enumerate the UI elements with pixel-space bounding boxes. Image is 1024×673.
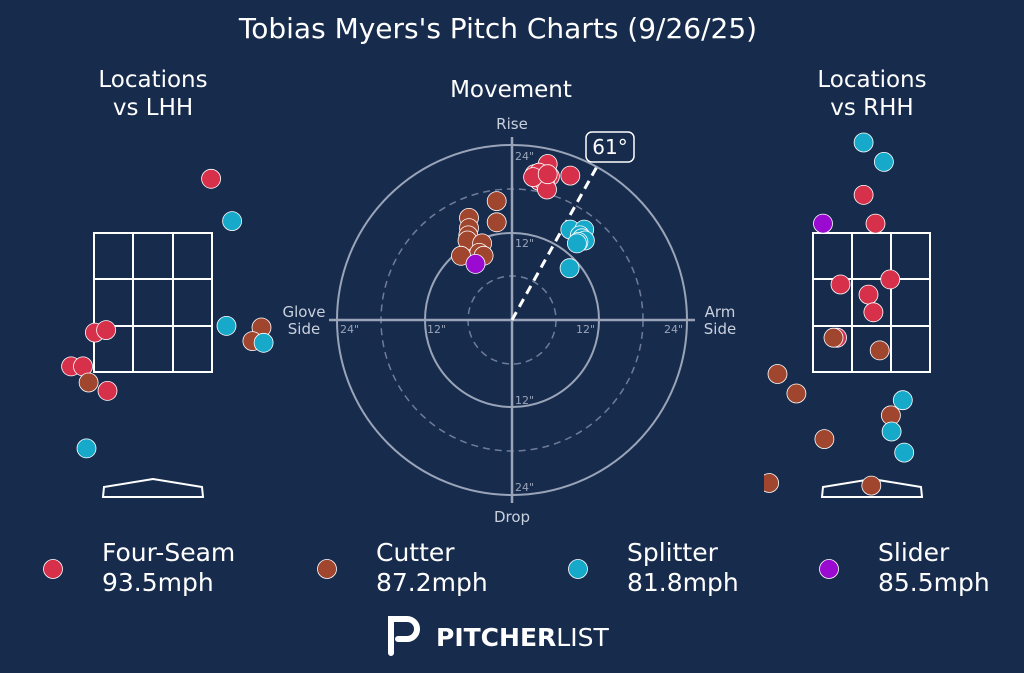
lhh-location-points xyxy=(61,168,274,459)
movement-point-splitter xyxy=(559,258,580,279)
legend-name-four-seam: Four-Seam xyxy=(102,538,235,567)
legend-velo-cutter: 87.2mph xyxy=(376,568,488,597)
legend-name-cutter: Cutter xyxy=(376,538,455,567)
movement-point-splitter xyxy=(567,233,587,254)
lhh-strike-zone xyxy=(93,232,213,373)
movement-axis-right-label-line2: Side xyxy=(704,320,736,338)
movement-grid xyxy=(329,137,695,503)
movement-panel-title: Movement xyxy=(450,77,572,103)
rhh-location-point-cutter xyxy=(814,429,835,450)
movement-tick-24-right: 24" xyxy=(664,323,683,336)
rhh-panel-title-line1: Locations xyxy=(817,67,926,93)
movement-point-cutter xyxy=(486,191,507,212)
rhh-location-points xyxy=(764,132,915,496)
movement-tick-12-top: 12" xyxy=(515,237,534,250)
rhh-location-point-four-seam xyxy=(830,274,851,295)
legend: Four-Seam 93.5mph Cutter 87.2mph Splitte… xyxy=(43,538,990,597)
rhh-location-point-four-seam xyxy=(863,302,884,323)
movement-tick-24-top: 24" xyxy=(515,150,534,163)
lhh-location-point-four-seam xyxy=(96,320,116,341)
rhh-location-point-cutter xyxy=(767,364,788,384)
lhh-panel-title-line1: Locations xyxy=(98,67,207,93)
rhh-location-point-slider xyxy=(813,213,833,234)
legend-marker-cutter xyxy=(317,559,337,579)
brand-text: PITCHERLIST xyxy=(436,623,609,652)
rhh-location-point-splitter xyxy=(881,421,902,442)
movement-point-cutter xyxy=(486,212,507,233)
legend-marker-splitter xyxy=(568,559,588,579)
movement-tick-12-right: 12" xyxy=(576,323,595,336)
arm-angle-badge: 61° xyxy=(585,131,635,163)
pitcherlist-p-icon xyxy=(388,616,420,656)
rhh-location-point-splitter xyxy=(874,151,894,172)
lhh-location-point-splitter xyxy=(216,315,237,336)
rhh-location-point-four-seam xyxy=(880,269,901,290)
movement-tick-12-left: 12" xyxy=(427,323,446,336)
movement-point-four-seam xyxy=(537,164,558,185)
movement-point-four-seam xyxy=(560,165,581,186)
lhh-location-point-cutter xyxy=(78,372,99,393)
arm-angle-label: 61° xyxy=(592,135,627,159)
movement-axis-top-label: Rise xyxy=(496,115,528,133)
movement-tick-24-left: 24" xyxy=(340,323,359,336)
rhh-location-point-splitter xyxy=(892,390,913,411)
rhh-location-point-four-seam xyxy=(853,184,874,205)
movement-tick-24-bottom: 24" xyxy=(515,481,534,494)
chart-title: Tobias Myers's Pitch Charts (9/26/25) xyxy=(238,12,757,45)
lhh-location-point-splitter xyxy=(253,332,274,353)
lhh-panel-title-line2: vs LHH xyxy=(113,95,193,121)
legend-marker-slider xyxy=(819,559,839,579)
legend-name-slider: Slider xyxy=(878,538,950,567)
lhh-location-point-four-seam xyxy=(97,380,118,401)
rhh-location-point-cutter xyxy=(786,383,807,404)
rhh-location-point-splitter xyxy=(894,442,915,463)
rhh-location-point-cutter xyxy=(823,327,844,348)
legend-velo-slider: 85.5mph xyxy=(878,568,990,597)
movement-axis-left-label-line2: Side xyxy=(288,320,320,338)
legend-marker-four-seam xyxy=(43,559,63,579)
movement-axis-right-label-line1: Arm xyxy=(705,303,736,321)
legend-velo-four-seam: 93.5mph xyxy=(102,568,214,597)
movement-axis-bottom-label: Drop xyxy=(494,508,530,526)
rhh-location-point-cutter xyxy=(764,473,779,493)
lhh-location-point-four-seam xyxy=(201,168,222,189)
legend-velo-splitter: 81.8mph xyxy=(627,568,739,597)
movement-points xyxy=(451,154,595,279)
lhh-location-point-splitter xyxy=(222,211,243,232)
movement-point-slider xyxy=(465,253,486,274)
lhh-home-plate xyxy=(101,477,205,498)
movement-axis-left-label-line1: Glove xyxy=(282,303,325,321)
rhh-location-point-cutter xyxy=(861,475,882,496)
pitcherlist-logo: PITCHERLIST xyxy=(388,616,609,656)
rhh-panel-title-line2: vs RHH xyxy=(830,95,913,121)
rhh-location-point-splitter xyxy=(853,132,874,153)
rhh-location-point-four-seam xyxy=(858,284,879,305)
rhh-location-point-cutter xyxy=(869,340,890,361)
rhh-location-point-four-seam xyxy=(865,213,886,234)
lhh-location-point-splitter xyxy=(76,438,97,459)
movement-tick-12-bottom: 12" xyxy=(515,394,534,407)
legend-name-splitter: Splitter xyxy=(627,538,719,567)
